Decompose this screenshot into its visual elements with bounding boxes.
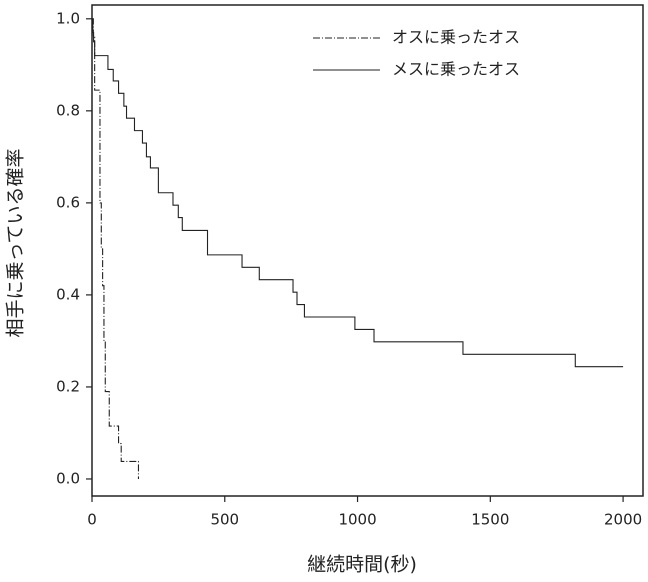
y-tick-label: 0.0	[56, 469, 80, 487]
y-tick-label: 0.6	[56, 193, 80, 211]
y-tick-label: 0.4	[56, 285, 80, 303]
y-axis-title: 相手に乗っている確率	[5, 148, 27, 337]
y-tick-label: 0.2	[56, 377, 80, 395]
legend-label: メスに乗ったオス	[392, 60, 520, 79]
survival-curve	[92, 18, 140, 479]
x-tick-label: 500	[210, 511, 239, 529]
plot-frame	[91, 4, 644, 497]
x-axis-title: 継続時間(秒)	[307, 554, 417, 576]
y-tick-label: 1.0	[56, 9, 80, 27]
x-tick-label: 0	[87, 511, 97, 529]
survival-curve	[92, 18, 624, 368]
x-tick-label: 1500	[471, 511, 509, 529]
legend-label: オスに乗ったオス	[392, 28, 520, 47]
x-tick-label: 2000	[604, 511, 642, 529]
x-tick-label: 1000	[338, 511, 376, 529]
y-tick-label: 0.8	[56, 101, 80, 119]
